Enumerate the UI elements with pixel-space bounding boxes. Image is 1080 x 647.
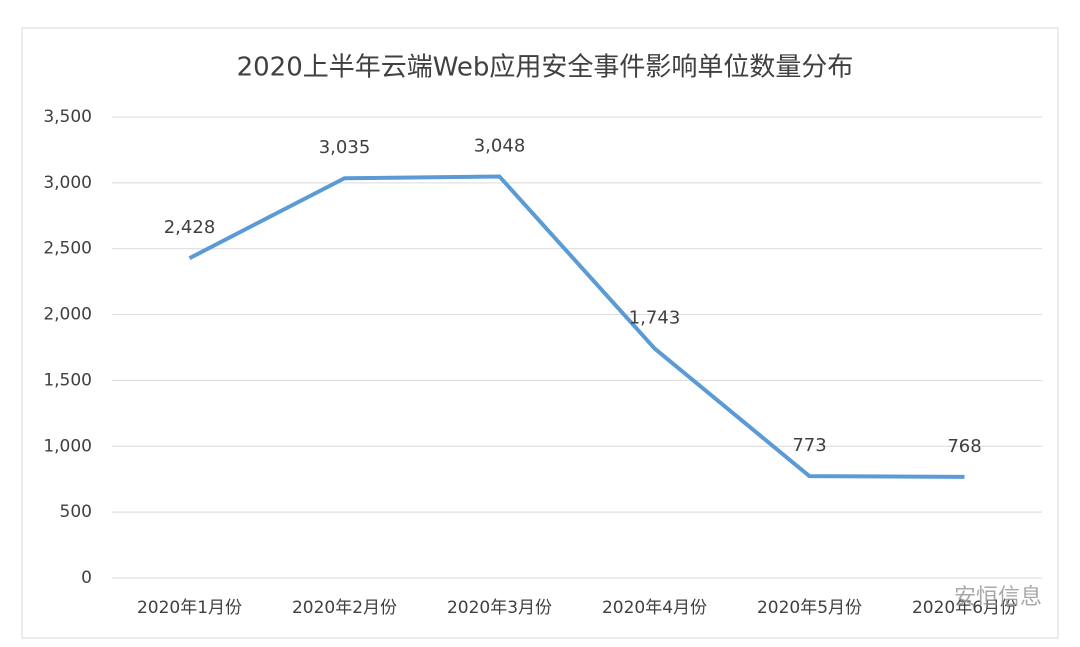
data-label: 2,428 <box>164 217 216 238</box>
y-tick-label: 1,500 <box>43 370 92 390</box>
y-tick-label: 1,000 <box>43 436 92 456</box>
data-label: 773 <box>792 435 826 456</box>
data-label: 768 <box>947 436 981 457</box>
y-tick-label: 3,500 <box>43 107 92 127</box>
data-label: 3,035 <box>319 137 371 158</box>
x-tick-label: 2020年1月份 <box>137 598 242 618</box>
x-tick-label: 2020年2月份 <box>292 598 397 618</box>
y-tick-label: 2,000 <box>43 305 92 325</box>
x-tick-label: 2020年6月份 <box>912 598 1017 618</box>
y-tick-label: 0 <box>81 568 92 588</box>
x-tick-label: 2020年4月份 <box>602 598 707 618</box>
y-tick-label: 2,500 <box>43 239 92 259</box>
data-label: 3,048 <box>474 136 526 157</box>
y-tick-label: 3,000 <box>43 173 92 193</box>
series-line <box>188 174 965 479</box>
data-label: 1,743 <box>629 307 681 328</box>
y-tick-label: 500 <box>60 502 92 522</box>
x-tick-label: 2020年3月份 <box>447 598 552 618</box>
chart-title: 2020上半年云端Web应用安全事件影响单位数量分布 <box>237 53 854 83</box>
watermark: 安恒信息 <box>954 585 1042 610</box>
x-tick-label: 2020年5月份 <box>757 598 862 618</box>
chart-frame <box>21 27 1059 639</box>
